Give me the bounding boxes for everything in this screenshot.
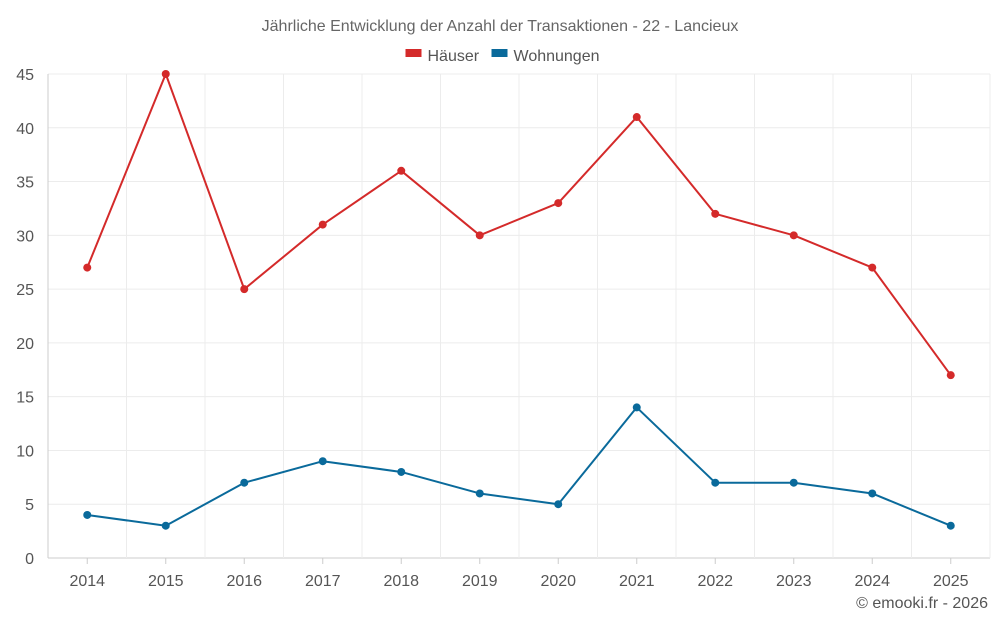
data-point [868, 489, 877, 498]
x-tick-label: 2017 [305, 573, 341, 590]
y-tick-label: 20 [16, 336, 34, 353]
chart-title: Jährliche Entwicklung der Anzahl der Tra… [262, 18, 739, 35]
data-point [632, 113, 641, 122]
x-tick-label: 2022 [697, 573, 733, 590]
series-line-1 [87, 406, 952, 527]
x-tick-label: 2024 [854, 573, 890, 590]
x-tick-label: 2023 [776, 573, 812, 590]
legend-swatch [491, 49, 508, 57]
data-point [789, 231, 798, 240]
y-axis: 0 5 10 15 20 25 30 35 40 45 [16, 67, 34, 568]
x-axis: 2014 2015 2016 2017 2018 2019 2020 2021 2022 2023… [69, 558, 969, 590]
x-tick-label: 2021 [619, 573, 655, 590]
data-point [397, 467, 406, 476]
data-point [397, 166, 406, 175]
x-tick-label: 2020 [540, 573, 576, 590]
data-point [554, 199, 563, 208]
x-tick-label: 2018 [383, 573, 419, 590]
y-tick-label: 35 [16, 175, 34, 192]
data-point [711, 478, 720, 487]
data-point [161, 70, 170, 78]
x-tick-label: 2016 [226, 573, 262, 590]
x-tick-label: 2015 [148, 573, 184, 590]
y-tick-label: 5 [25, 497, 34, 514]
x-tick-label: 2019 [462, 573, 498, 590]
y-tick-label: 25 [16, 282, 34, 299]
data-point [946, 521, 955, 530]
legend-label: Häuser [428, 48, 480, 65]
data-point [554, 500, 563, 509]
x-tick-label: 2025 [933, 573, 969, 590]
data-point [318, 220, 327, 229]
data-point [240, 478, 249, 487]
y-tick-label: 30 [16, 228, 34, 245]
grid [47, 73, 991, 559]
data-point [161, 521, 170, 530]
y-tick-label: 40 [16, 121, 34, 138]
data-point [83, 263, 92, 272]
y-tick-label: 10 [16, 443, 34, 460]
data-point [868, 263, 877, 272]
credit-text: © emooki.fr - 2026 [856, 595, 988, 612]
data-point [632, 403, 641, 412]
data-point [475, 231, 484, 240]
x-tick-label: 2014 [69, 573, 105, 590]
data-point [711, 209, 720, 218]
y-tick-label: 45 [16, 67, 34, 84]
data-point [83, 510, 92, 519]
data-point [789, 478, 798, 487]
y-tick-label: 0 [25, 551, 34, 568]
legend-label: Wohnungen [514, 48, 600, 65]
series-line-0 [86, 73, 952, 376]
legend: Häuser Wohnungen [405, 48, 600, 65]
y-tick-label: 15 [16, 390, 34, 407]
series-group [83, 70, 955, 530]
data-point [946, 371, 955, 380]
legend-swatch [405, 49, 422, 57]
data-point [318, 457, 327, 466]
data-point [475, 489, 484, 498]
data-point [240, 285, 249, 294]
